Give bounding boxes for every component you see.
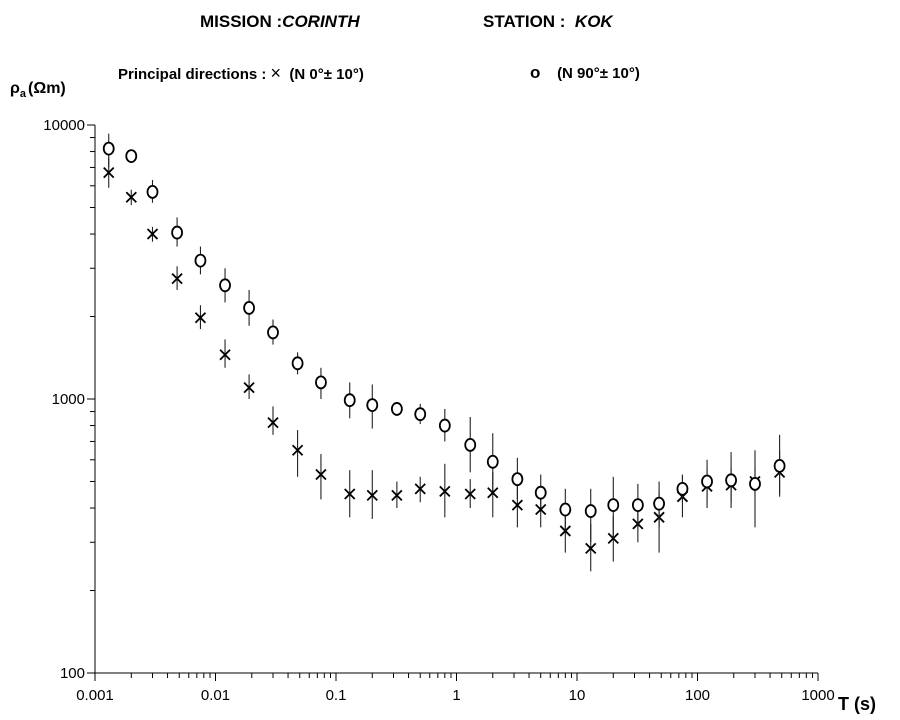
o-marker-point — [607, 498, 620, 512]
o-marker-point — [366, 398, 379, 413]
o-marker-point — [102, 141, 115, 156]
o-marker-point — [267, 325, 279, 340]
x-marker-point — [487, 487, 499, 499]
x-axis-label: T (s) — [838, 694, 876, 714]
x-marker-point — [511, 499, 524, 511]
o-marker-point — [534, 485, 547, 500]
x-marker-point — [414, 483, 426, 495]
x-marker-point — [535, 503, 547, 516]
x-marker-point — [439, 485, 451, 498]
o-marker-point — [631, 498, 644, 512]
o-marker-point — [390, 402, 403, 416]
station-value: KOK — [574, 12, 613, 31]
x-marker-point — [243, 382, 255, 394]
y-axis-rho: ρ — [10, 80, 20, 97]
legend-o-marker: o — [530, 63, 541, 82]
x-marker-point — [194, 312, 207, 324]
o-marker-point — [486, 454, 499, 469]
x-marker-point — [146, 228, 159, 240]
o-marker-point — [773, 458, 786, 473]
o-marker-point — [343, 393, 356, 408]
o-marker-point — [584, 504, 597, 518]
x-marker-point — [585, 542, 597, 555]
station-label: STATION : — [483, 12, 566, 31]
mission-value: CORINTH — [282, 12, 360, 31]
x-marker-point — [291, 444, 304, 456]
o-marker-point — [676, 481, 689, 496]
x-marker-point — [366, 489, 378, 501]
title-mission: MISSION :CORINTH — [200, 12, 360, 32]
x-tick-label: 0.1 — [326, 687, 347, 704]
x-marker-point — [125, 191, 137, 203]
o-marker-point — [749, 476, 761, 491]
x-marker-point — [219, 349, 231, 361]
o-marker-point — [653, 496, 665, 511]
y-axis-label: ρa (Ωm) — [10, 80, 66, 100]
o-marker-point — [291, 356, 304, 371]
legend-dir2-label: (N 90°± 10°) — [557, 65, 640, 82]
o-marker-point — [219, 278, 231, 293]
o-marker-point — [146, 184, 159, 199]
o-marker-point — [511, 472, 524, 487]
o-marker-point — [243, 301, 255, 315]
o-marker-point — [315, 375, 327, 390]
x-marker-point — [171, 272, 183, 285]
o-marker-point — [414, 407, 427, 422]
x-marker-point — [344, 488, 356, 500]
y-tick-label: 1000 — [52, 391, 85, 408]
y-tick-label: 10000 — [43, 117, 85, 134]
x-marker-point — [607, 532, 619, 545]
legend-x-marker: × — [270, 63, 282, 83]
x-tick-label: 100 — [685, 687, 710, 704]
principal-directions-label: Principal directions : — [118, 66, 267, 83]
o-marker-point — [125, 149, 138, 164]
title-station: STATION : KOK — [483, 12, 613, 32]
o-marker-point — [171, 225, 183, 240]
o-marker-point — [559, 502, 572, 517]
legend-2: o (N 90°± 10°) — [530, 63, 640, 83]
x-tick-label: 0.01 — [201, 687, 230, 704]
o-marker-point — [464, 437, 477, 452]
y-axis-sub: a — [19, 88, 27, 101]
o-marker-point — [725, 473, 737, 488]
mission-label: MISSION : — [200, 12, 283, 31]
o-marker-point — [701, 474, 713, 489]
x-marker-point — [267, 416, 279, 429]
x-tick-label: 10 — [569, 687, 586, 704]
o-marker-point — [194, 253, 207, 268]
x-marker-point — [315, 468, 327, 481]
x-marker-point — [464, 488, 476, 500]
x-tick-label: 1000 — [801, 687, 834, 704]
o-marker-point — [438, 418, 451, 433]
legend-dir1-label: (N 0°± 10°) — [289, 66, 364, 83]
x-tick-label: 0.001 — [76, 687, 114, 704]
y-axis-unit: (Ωm) — [28, 80, 66, 97]
y-tick-label: 100 — [60, 665, 85, 682]
legend: Principal directions : × (N 0°± 10°) — [118, 63, 364, 84]
x-marker-point — [391, 489, 403, 501]
x-tick-label: 1 — [452, 687, 460, 704]
x-marker-point — [103, 167, 115, 179]
